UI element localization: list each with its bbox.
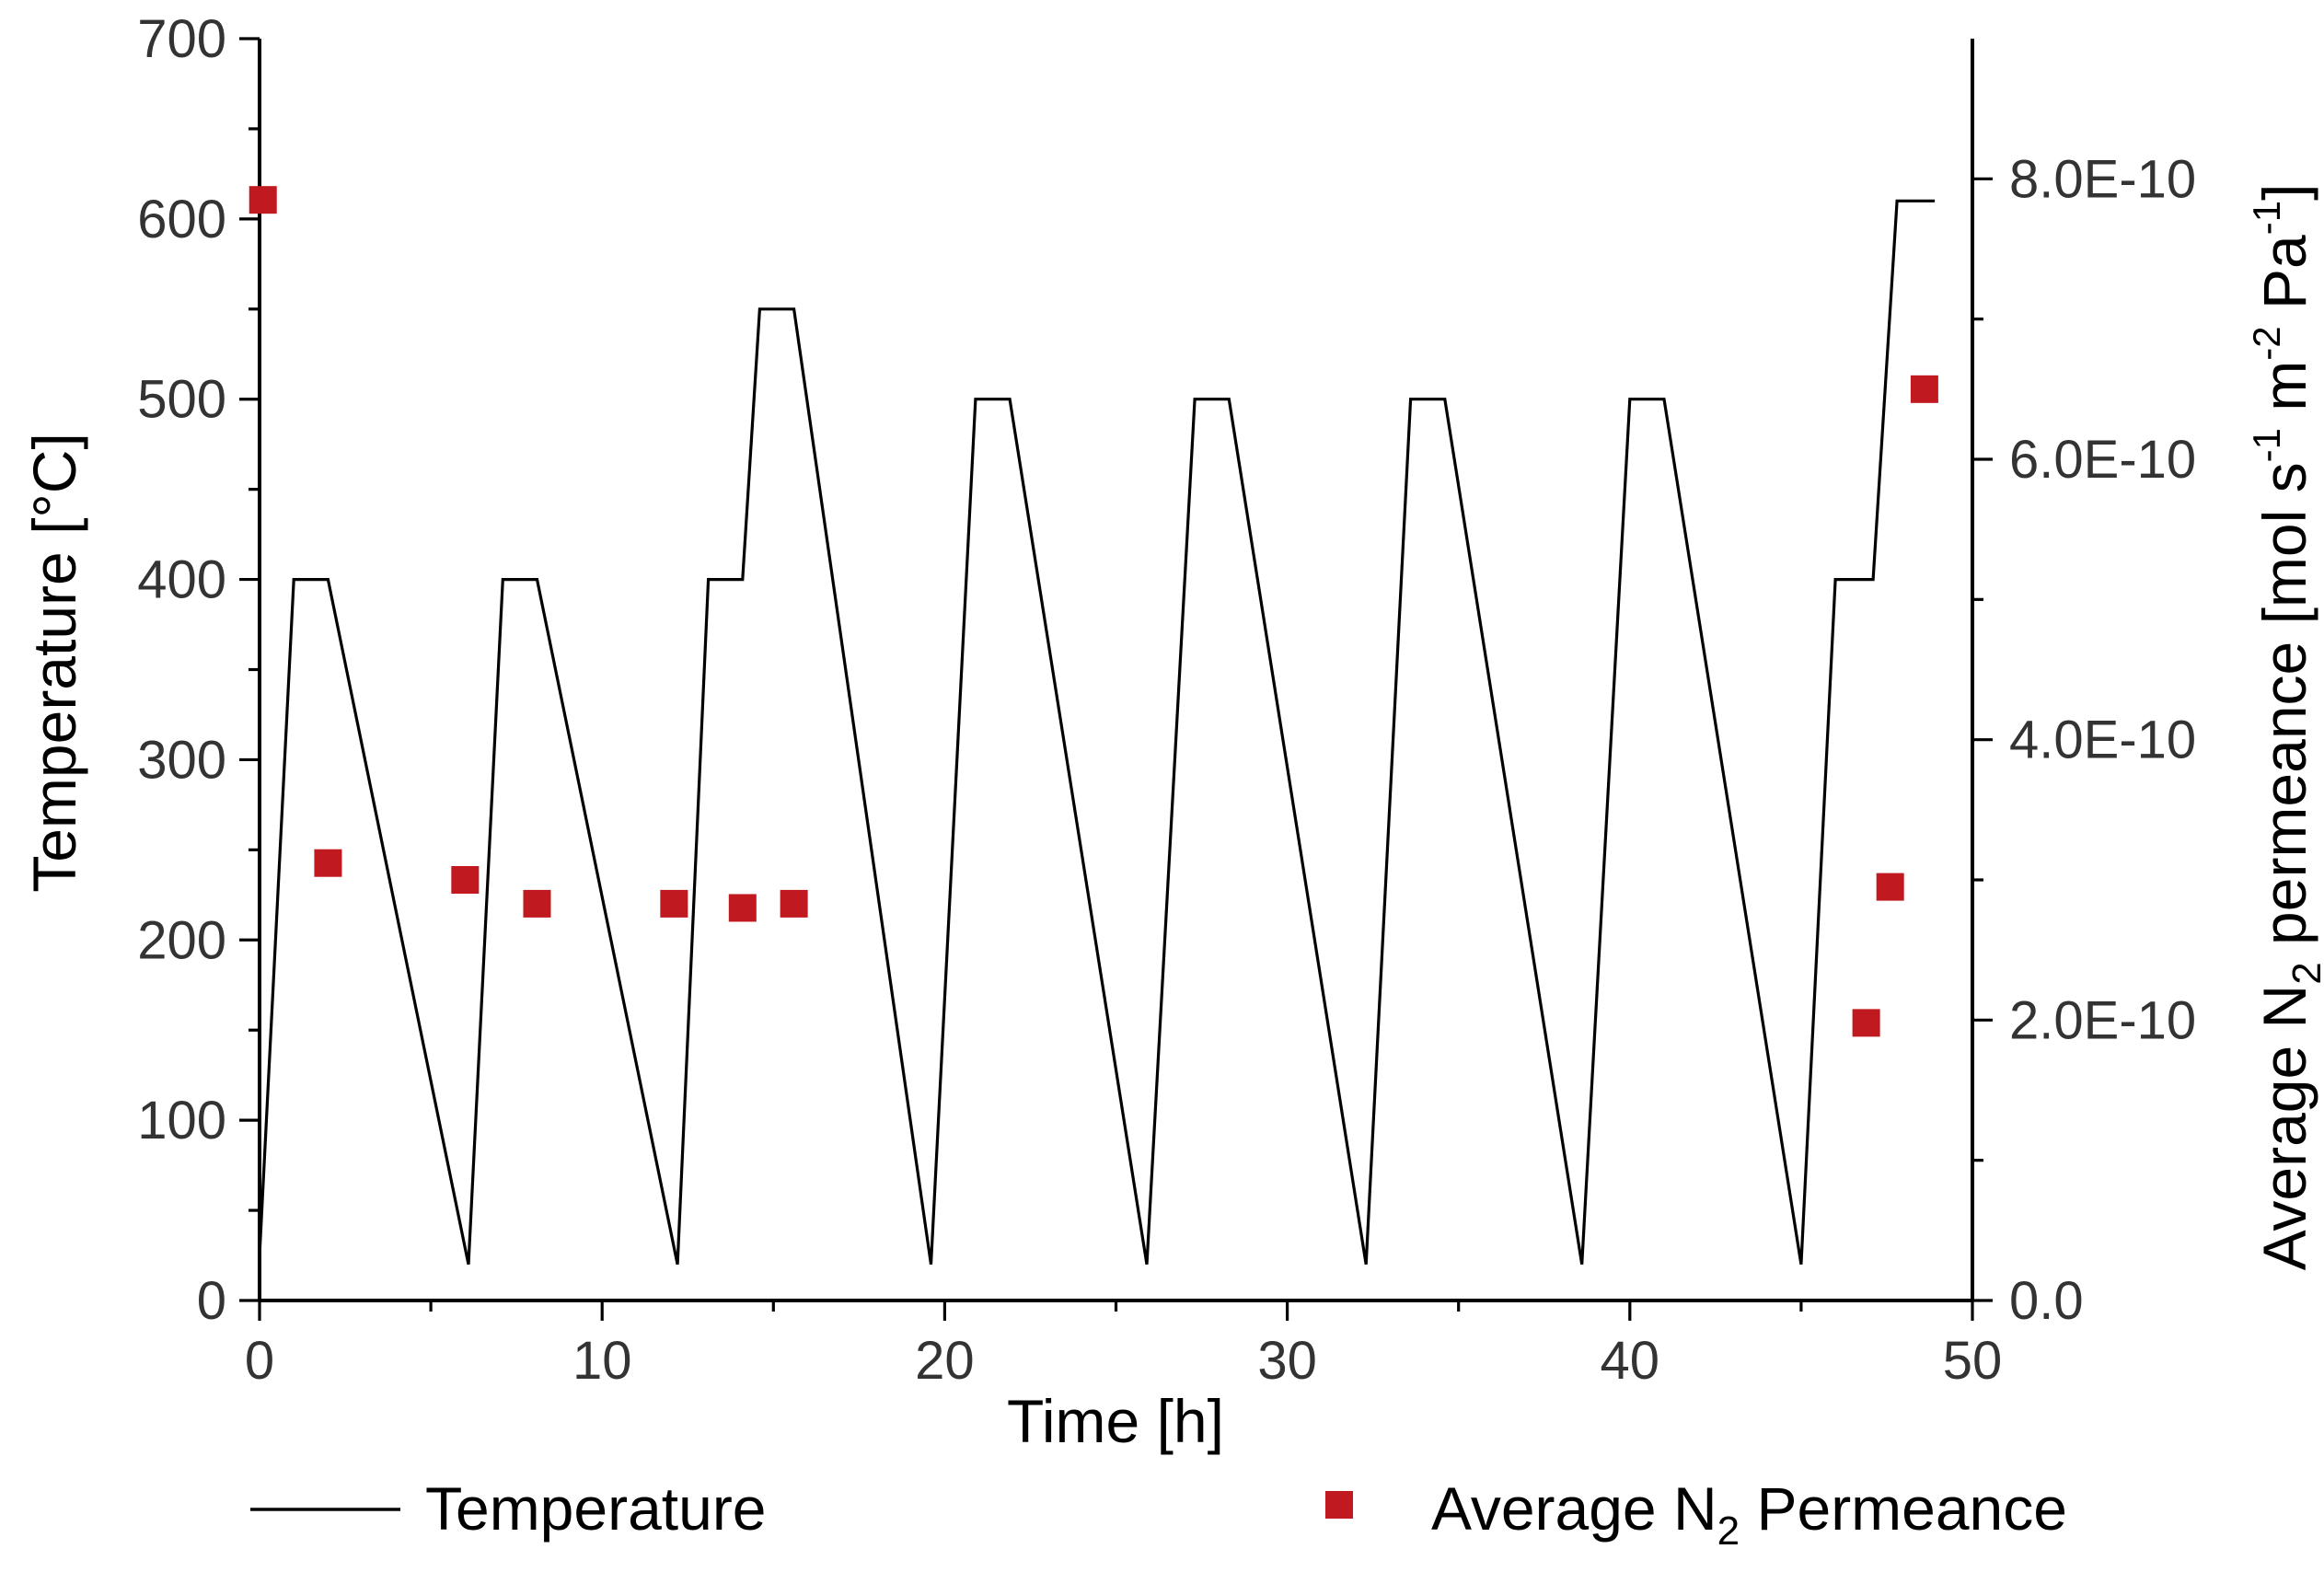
y-left-tick-label: 200 — [137, 910, 226, 970]
legend-permeance-base: Average N — [1431, 1474, 1717, 1543]
permeance-point — [249, 186, 277, 214]
y-right-tick-label: 2.0E-10 — [2009, 990, 2196, 1050]
y-right-title-sub: 2 — [2284, 962, 2324, 984]
y-right-tick-label: 8.0E-10 — [2009, 149, 2196, 209]
y-right-title-m: m — [2250, 361, 2318, 428]
y-right-title-mid: permeance [mol s — [2250, 462, 2318, 962]
permeance-point — [523, 889, 551, 918]
y-right-title-end: ] — [2250, 184, 2318, 201]
permeance-point — [780, 889, 808, 918]
legend-permeance-swatch — [1325, 1491, 1353, 1519]
permeance-point — [660, 889, 688, 918]
y-right-title-sup2: -2 — [2245, 326, 2288, 360]
y-right-title-pa: Pa — [2250, 235, 2318, 326]
legend-permeance-sub: 2 — [1717, 1508, 1740, 1554]
legend-permeance-end: Permeance — [1740, 1474, 2067, 1543]
permeance-point — [1910, 375, 1938, 403]
x-tick-label: 50 — [1943, 1331, 2003, 1391]
y-right-title-base: Average N — [2250, 985, 2318, 1271]
y-left-tick-label: 400 — [137, 550, 226, 610]
ticks-layer: 0 10 20 30 40 5001002003004005006007000.02.0E… — [137, 9, 2196, 1391]
y-left-tick-label: 0 — [197, 1271, 226, 1331]
y-left-tick-label: 500 — [137, 370, 226, 430]
x-axis-title: Time [h] — [1007, 1387, 1224, 1455]
x-tick-label: 30 — [1257, 1331, 1317, 1391]
permeance-point — [314, 849, 342, 877]
x-tick-label: 0 — [245, 1331, 274, 1391]
y-left-tick-label: 600 — [137, 190, 226, 249]
permeance-point — [1852, 1009, 1880, 1037]
y-right-axis-title: Average N2 permeance [mol s-1 m-2 Pa-1] — [2245, 184, 2324, 1271]
y-left-tick-label: 700 — [137, 9, 226, 69]
permeance-point — [1876, 873, 1904, 901]
x-tick-label: 40 — [1601, 1331, 1660, 1391]
series-layer — [249, 186, 1938, 1266]
y-right-title-sup1: -1 — [2245, 428, 2288, 462]
permeance-point — [451, 866, 480, 894]
y-left-tick-label: 100 — [137, 1091, 226, 1150]
permeance-point — [728, 894, 757, 922]
y-left-tick-label: 300 — [137, 730, 226, 790]
y-right-tick-label: 4.0E-10 — [2009, 711, 2196, 770]
x-tick-label: 20 — [915, 1331, 975, 1391]
legend: Temperature Average N2 Permeance — [250, 1474, 2067, 1554]
temperature-line — [258, 199, 1936, 1266]
y-left-axis-title: Temperature [°C] — [20, 433, 88, 893]
x-tick-label: 10 — [572, 1331, 632, 1391]
legend-permeance-label: Average N2 Permeance — [1431, 1474, 2067, 1554]
y-right-tick-label: 6.0E-10 — [2009, 430, 2196, 490]
y-right-title-sup3: -1 — [2245, 201, 2288, 235]
legend-temperature-label: Temperature — [425, 1474, 767, 1543]
y-right-tick-label: 0.0 — [2009, 1271, 2084, 1331]
